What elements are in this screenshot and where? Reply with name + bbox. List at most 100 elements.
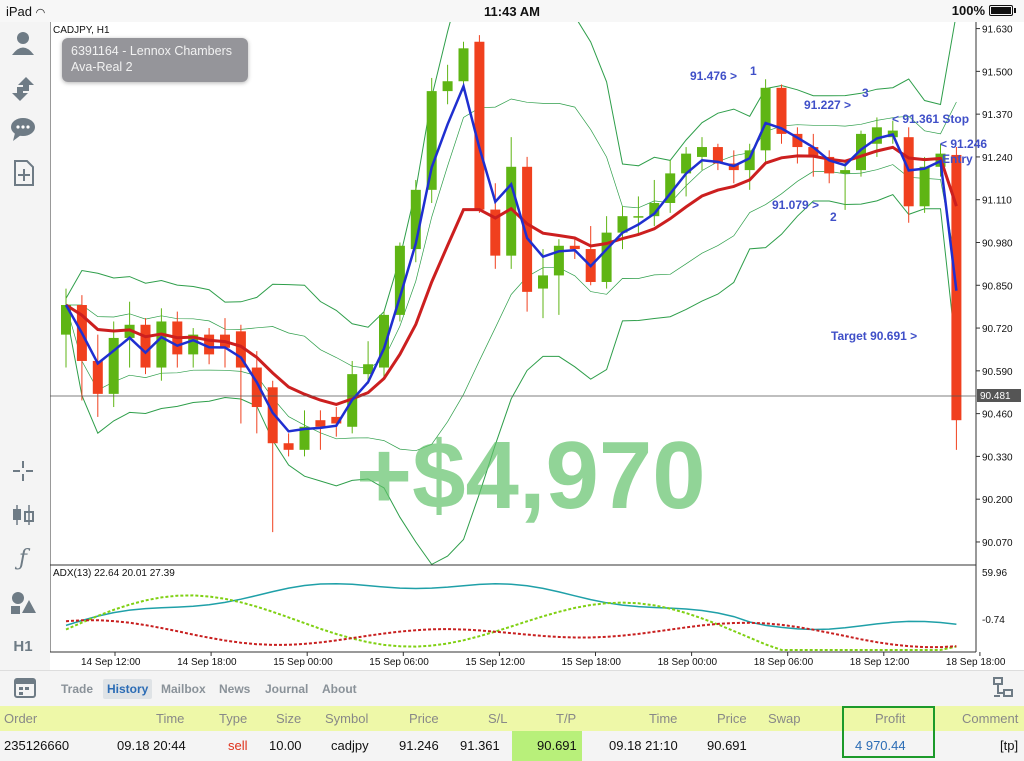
y-tick-label: 91.110: [982, 196, 1012, 207]
tab-mailbox[interactable]: Mailbox: [161, 682, 206, 696]
battery-icon: [989, 5, 1013, 16]
bollinger-lower: [65, 193, 957, 566]
y-tick-label: 90.330: [982, 452, 1013, 463]
x-tick-label: 18 Sep 18:00: [946, 657, 1006, 668]
col-sl[interactable]: S/L: [488, 711, 508, 726]
chat-icon[interactable]: [8, 114, 38, 144]
y-tick-label: 91.240: [982, 153, 1013, 164]
candle-body: [871, 127, 882, 144]
point-3-label: 3: [862, 86, 869, 100]
col-type[interactable]: Type: [219, 711, 248, 726]
adx-plus-di-line: [65, 594, 957, 651]
fast-ma-line: [64, 82, 958, 433]
candle-body: [824, 156, 835, 174]
y-tick-label: 90.980: [982, 238, 1013, 249]
candle-body: [601, 232, 612, 282]
point-2-price: 91.079 >: [772, 198, 819, 212]
chart-type-icon[interactable]: [8, 500, 38, 530]
candle-body: [490, 209, 501, 256]
tab-trade[interactable]: Trade: [61, 682, 94, 696]
chart-area[interactable]: 91.630 91.500 91.370 91.240 91.110 90.980 90.8…: [50, 22, 1024, 670]
account-icon[interactable]: [8, 28, 38, 58]
crosshair-icon[interactable]: [8, 456, 38, 486]
x-tick-label: 15 Sep 18:00: [562, 657, 622, 668]
history-table-header: Order Time Type Size Symbol Price S/L T/…: [0, 706, 1024, 731]
col-comment[interactable]: Comment: [962, 711, 1019, 726]
col-close-time[interactable]: Time: [649, 711, 678, 726]
col-price[interactable]: Price: [409, 711, 439, 726]
candle-body: [267, 387, 278, 444]
col-tp[interactable]: T/P: [556, 711, 577, 726]
tab-history[interactable]: History: [103, 679, 153, 699]
candle-body: [919, 166, 930, 207]
calendar-icon[interactable]: [10, 674, 40, 704]
row-order: 235126660: [4, 738, 70, 753]
candle-body: [792, 133, 803, 148]
slow-ma-line: [65, 145, 958, 406]
terminal-tabs-bar: Trade History Mailbox News Journal About: [0, 670, 1024, 706]
candle-body: [299, 426, 310, 450]
bollinger-upper: [65, 22, 956, 328]
left-toolbar: ƒ H1: [0, 22, 46, 670]
col-time[interactable]: Time: [156, 711, 185, 726]
target-label: Target 90.691 >: [831, 329, 917, 343]
candle-body: [363, 364, 374, 375]
candle-body: [156, 321, 167, 368]
device-label: iPad: [6, 4, 33, 19]
row-tp: 90.691: [537, 738, 577, 753]
row-profit: 4 970.44: [855, 738, 906, 753]
profit-highlight-box: [842, 706, 935, 758]
col-swap[interactable]: Swap: [768, 711, 801, 726]
candle-body: [283, 443, 294, 450]
x-tick-label: 18 Sep 12:00: [850, 657, 910, 668]
y-tick-label: 90.720: [982, 324, 1013, 335]
candle-body: [553, 245, 564, 276]
col-size[interactable]: Size: [276, 711, 302, 726]
new-order-icon[interactable]: [8, 158, 38, 188]
account-line-2: Ava-Real 2: [71, 60, 133, 74]
candle-body: [92, 360, 103, 394]
y-tick-label: 90.070: [982, 538, 1013, 549]
y-tick-label: 90.590: [982, 367, 1013, 378]
col-close-price[interactable]: Price: [717, 711, 747, 726]
adx-bottom-value: -0.74: [982, 615, 1005, 626]
candle-body: [204, 334, 215, 355]
adx-main-line: [65, 582, 957, 631]
point-1-price: 91.476 >: [690, 69, 737, 83]
candle-body: [458, 48, 469, 82]
objects-icon[interactable]: [8, 588, 38, 618]
candle-body: [474, 41, 485, 210]
price-chart[interactable]: 91.630 91.500 91.370 91.240 91.110 90.980 90.8…: [50, 22, 1024, 670]
candle-body: [840, 170, 851, 174]
row-close-price: 90.691: [707, 738, 747, 753]
table-row[interactable]: 235126660 09.18 20:44 sell 10.00 cadjpy …: [0, 731, 1024, 761]
trade-arrows-icon[interactable]: [8, 74, 38, 104]
adx-top-value: 59.96: [982, 568, 1007, 579]
tab-about[interactable]: About: [322, 682, 357, 696]
x-tick-label: 15 Sep 12:00: [465, 657, 525, 668]
envelope-upper: [66, 98, 957, 369]
tp-cell-highlight: [512, 731, 582, 761]
x-tick-label: 18 Sep 06:00: [754, 657, 814, 668]
candle-body: [903, 137, 914, 207]
y-tick-label: 90.460: [982, 410, 1013, 421]
indicators-icon[interactable]: ƒ: [18, 546, 28, 571]
col-profit[interactable]: Profit: [875, 711, 906, 726]
tab-journal[interactable]: Journal: [265, 682, 309, 696]
adx-label: ADX(13) 22.64 20.01 27.39: [53, 568, 175, 579]
current-price-value: 90.481: [980, 391, 1011, 402]
candle-body: [442, 81, 453, 92]
candle-body: [681, 153, 692, 174]
col-order[interactable]: Order: [4, 711, 38, 726]
candle-body: [251, 367, 262, 408]
candle-body: [538, 275, 548, 289]
tab-news[interactable]: News: [219, 682, 251, 696]
col-symbol[interactable]: Symbol: [325, 711, 369, 726]
current-price-tag: [977, 389, 1021, 402]
timeframe-button[interactable]: H1: [13, 638, 33, 655]
row-symbol: cadjpy: [331, 738, 369, 753]
y-tick-label: 90.200: [982, 495, 1013, 506]
candle-body: [315, 420, 326, 427]
candle-body: [776, 87, 787, 134]
layout-toggle-icon[interactable]: [988, 674, 1018, 704]
